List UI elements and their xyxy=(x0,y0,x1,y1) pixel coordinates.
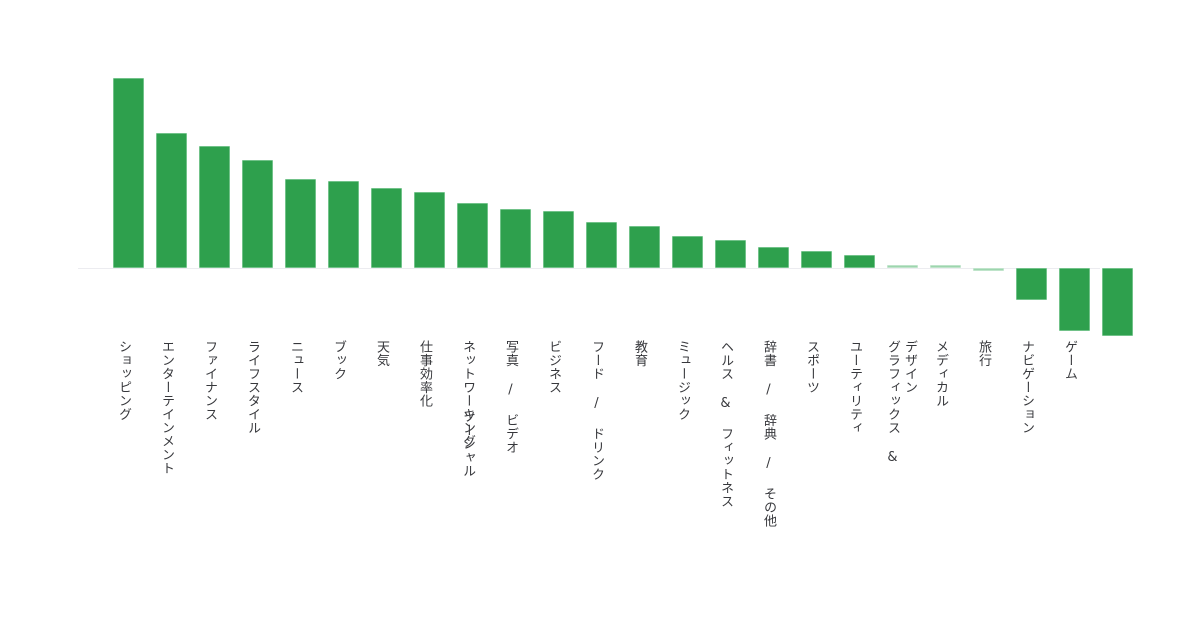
bar-14[interactable] xyxy=(715,239,746,268)
bar-9[interactable] xyxy=(500,209,531,268)
bar-19[interactable] xyxy=(930,265,961,268)
bar-17[interactable] xyxy=(844,254,875,268)
bar-1[interactable] xyxy=(156,133,187,268)
bar-16[interactable] xyxy=(801,250,832,268)
bar-13[interactable] xyxy=(672,235,703,268)
bar-8[interactable] xyxy=(457,203,488,268)
bar-21[interactable] xyxy=(1016,268,1047,301)
bar-10[interactable] xyxy=(543,211,574,268)
bar-15[interactable] xyxy=(758,247,789,268)
bar-11[interactable] xyxy=(586,222,617,268)
bar-2[interactable] xyxy=(199,146,230,268)
bar-12[interactable] xyxy=(629,226,660,268)
zero-baseline xyxy=(78,268,1100,269)
bar-7[interactable] xyxy=(414,192,445,268)
bar-22[interactable] xyxy=(1059,268,1090,331)
bar-0[interactable] xyxy=(113,78,144,268)
bar-20[interactable] xyxy=(973,268,1004,271)
bar-18[interactable] xyxy=(887,265,918,268)
bar-23[interactable] xyxy=(1102,268,1133,337)
bar-3[interactable] xyxy=(242,159,273,268)
bar-4[interactable] xyxy=(285,178,316,268)
bar-5[interactable] xyxy=(328,180,359,268)
bar-6[interactable] xyxy=(371,188,402,268)
